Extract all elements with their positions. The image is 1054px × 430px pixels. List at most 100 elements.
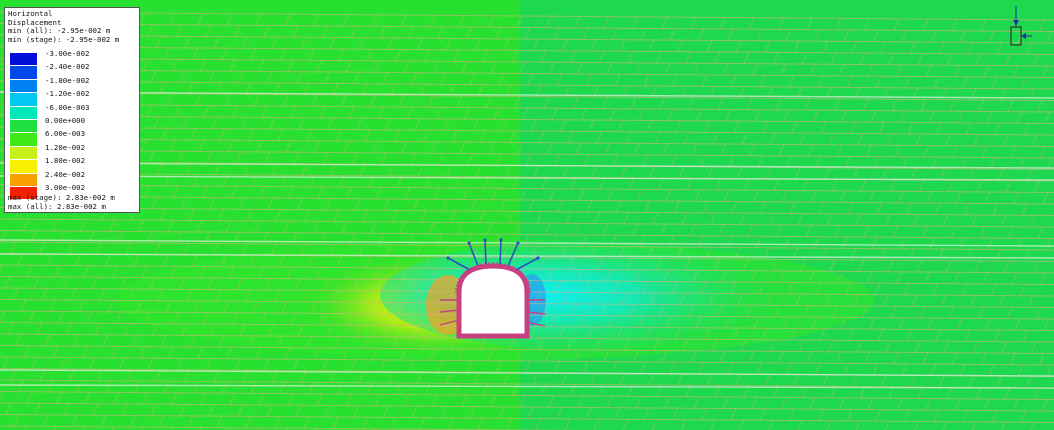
cross-joint (203, 105, 210, 118)
cross-joint (417, 164, 424, 177)
legend-swatch-6 (10, 133, 37, 146)
cross-joint (580, 108, 587, 121)
cross-joint (229, 59, 236, 72)
cross-joint (133, 254, 140, 267)
cross-joint (271, 36, 278, 49)
cross-joint (121, 403, 128, 416)
cross-joint (911, 294, 918, 307)
cross-joint (167, 220, 174, 232)
cross-joint (51, 219, 58, 232)
cross-joint (727, 362, 734, 375)
cross-joint (115, 311, 122, 324)
cross-joint (1026, 169, 1033, 181)
cross-joint (973, 134, 980, 147)
liner-segment (519, 272, 524, 277)
cross-joint (890, 306, 897, 318)
cross-joint (232, 105, 239, 118)
cross-joint (202, 312, 209, 325)
cross-joint (829, 259, 836, 272)
cross-joint (163, 381, 170, 393)
cross-joint (139, 346, 146, 359)
cross-joint (303, 416, 310, 429)
cross-joint (700, 281, 707, 294)
bedding-joint (0, 414, 1054, 423)
liner-segment (465, 270, 470, 275)
cross-joint (749, 144, 756, 156)
cross-joint (230, 186, 237, 198)
cross-joint (1008, 226, 1015, 239)
cross-joint (864, 18, 871, 31)
cross-joint (245, 82, 252, 95)
cross-joint (804, 98, 811, 111)
cross-joint (373, 267, 380, 280)
cross-joint (860, 179, 867, 192)
cross-joint (577, 395, 584, 408)
cross-joint (295, 405, 302, 417)
cross-joint (75, 253, 82, 266)
cross-joint (220, 255, 227, 267)
cross-joint (779, 270, 786, 283)
cross-joint (1012, 65, 1019, 78)
cross-joint (401, 141, 408, 154)
cross-joint (525, 153, 532, 166)
cross-joint (985, 318, 992, 331)
cross-joint (684, 258, 691, 271)
cross-joint (887, 260, 894, 272)
cross-joint (839, 190, 846, 203)
cross-joint (140, 139, 147, 152)
cross-joint (948, 306, 955, 319)
cross-joint (141, 265, 148, 278)
cross-joint (24, 426, 28, 430)
cross-joint (216, 416, 223, 428)
cross-joint (695, 316, 702, 328)
cross-joint (969, 295, 976, 308)
bedding-joint (0, 345, 1054, 354)
cross-joint (1012, 399, 1019, 411)
cross-joint (661, 350, 668, 363)
cross-joint (765, 167, 772, 180)
cross-joint (334, 336, 341, 349)
cross-joint (461, 61, 468, 74)
cross-joint (1029, 215, 1036, 228)
tunnel-excavation[interactable] (439, 238, 546, 339)
cross-joint (353, 405, 360, 418)
cross-joint (617, 120, 624, 132)
cross-joint (290, 106, 297, 118)
cross-joint (321, 359, 328, 372)
cross-joint (619, 39, 626, 52)
cross-joint (169, 139, 176, 152)
cross-joint (918, 179, 925, 192)
cross-joint (858, 259, 865, 272)
cross-joint (988, 364, 995, 377)
liner-segment (513, 268, 518, 273)
cross-joint (38, 242, 45, 254)
cross-joint (801, 385, 808, 398)
cross-joint (884, 421, 890, 430)
cross-joint (774, 305, 781, 318)
cross-joint (340, 94, 347, 107)
cross-joint (120, 277, 127, 290)
cross-joint (582, 361, 589, 374)
cross-joint (806, 18, 813, 30)
cross-joint (414, 118, 421, 131)
cross-joint (843, 29, 850, 42)
cross-joint (775, 98, 782, 111)
bolt-head-icon (499, 238, 503, 242)
cross-joint (677, 40, 684, 52)
cross-joint (397, 302, 404, 315)
cross-joint (686, 178, 693, 190)
cross-joint (231, 312, 238, 325)
cross-joint (568, 257, 575, 270)
cross-joint (782, 316, 789, 329)
cross-joint (838, 397, 845, 410)
cross-joint (623, 212, 630, 224)
legend-title-line1: Horizontal (8, 9, 53, 18)
cross-joint (509, 130, 516, 143)
cross-joint (621, 292, 628, 305)
cross-joint (929, 237, 936, 250)
cross-joint (157, 289, 164, 301)
cross-joint (465, 233, 472, 246)
cross-joint (770, 132, 777, 145)
bolt-head-icon (516, 241, 520, 245)
